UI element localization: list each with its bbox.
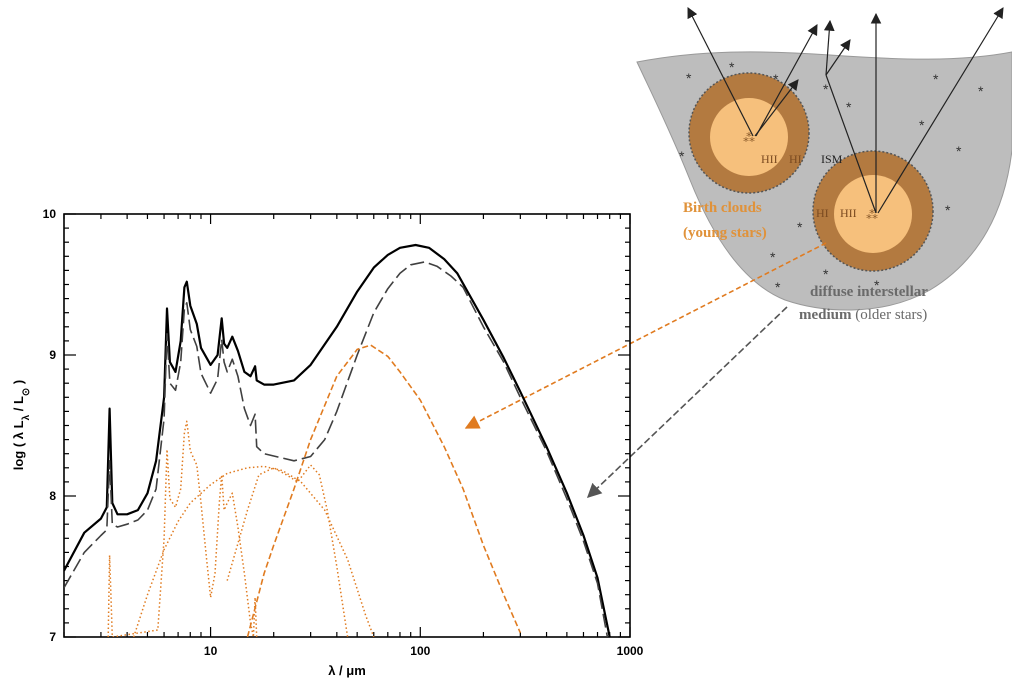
svg-text:*: * xyxy=(956,143,962,159)
birth-clouds-arrow xyxy=(464,242,827,429)
svg-text:*: * xyxy=(773,71,779,87)
svg-text:*: * xyxy=(874,277,880,293)
birth-clouds-label: Birth clouds (young stars) xyxy=(683,200,767,241)
axis-ticks xyxy=(63,213,631,638)
chart: 10 100 1000 7 8 9 10 λ / μm log ( λ Lλ / L⊙ ) xyxy=(11,207,644,678)
svg-text:*: * xyxy=(945,202,951,218)
birth-cloud-left: ⁂ HII HI xyxy=(688,72,810,194)
diffuse-label-line1: diffuse interstellar xyxy=(810,284,928,300)
series-layer xyxy=(64,243,611,637)
svg-text:*: * xyxy=(797,219,803,235)
y-tick-label: 7 xyxy=(49,630,56,644)
svg-text:*: * xyxy=(823,266,829,282)
series-line-6 xyxy=(226,464,349,637)
birth-clouds-label-line1: Birth clouds xyxy=(683,200,762,216)
y-tick-label: 8 xyxy=(49,489,56,503)
x-tick-label: 10 xyxy=(204,644,218,658)
svg-text:*: * xyxy=(933,71,939,87)
svg-text:*: * xyxy=(823,81,829,97)
x-tick-label: 100 xyxy=(410,644,430,658)
svg-text:medium (older stars): medium (older stars) xyxy=(799,307,927,323)
svg-text:*: * xyxy=(686,70,692,86)
svg-text:*: * xyxy=(846,99,852,115)
svg-text:*: * xyxy=(775,279,781,295)
y-axis-label: log ( λ Lλ / L⊙ ) xyxy=(11,380,32,471)
diffuse-ism-arrow xyxy=(586,306,788,498)
series-line-1 xyxy=(64,243,611,637)
x-axis-label: λ / μm xyxy=(328,663,366,678)
svg-text:*: * xyxy=(770,249,776,265)
diffuse-ism-label: diffuse interstellar medium (older stars… xyxy=(799,284,928,323)
hi-label-left: HI xyxy=(789,152,802,166)
x-tick-label: 1000 xyxy=(617,644,644,658)
birth-clouds-label-line2: (young stars) xyxy=(683,225,767,241)
ism-label: ISM xyxy=(821,152,843,166)
series-line-2 xyxy=(64,261,609,637)
svg-text:⁂: ⁂ xyxy=(743,131,755,145)
series-line-5 xyxy=(107,420,258,637)
series-line-3 xyxy=(246,344,522,637)
hii-label-left: HII xyxy=(761,152,778,166)
svg-text:*: * xyxy=(729,59,735,75)
escaping-rays xyxy=(687,7,1004,214)
series-line-4 xyxy=(132,465,375,637)
hi-label-right: HI xyxy=(816,206,829,220)
hii-label-right: HII xyxy=(840,206,857,220)
svg-text:*: * xyxy=(919,117,925,133)
plot-frame xyxy=(63,213,631,638)
tick-labels: 10 100 1000 7 8 9 10 xyxy=(43,207,644,658)
galaxy-dust-diagram: *** *** *** *** *** *** * ⁂ HII HI ⁂ HI … xyxy=(464,7,1012,498)
diffuse-label-older-stars: (older stars) xyxy=(852,307,928,323)
y-tick-label: 9 xyxy=(49,348,56,362)
birth-cloud-right: ⁂ HI HII xyxy=(812,150,934,272)
svg-text:*: * xyxy=(679,148,685,164)
svg-text:*: * xyxy=(978,83,984,99)
y-tick-label: 10 xyxy=(43,207,57,221)
diffuse-label-medium: medium xyxy=(799,307,852,323)
